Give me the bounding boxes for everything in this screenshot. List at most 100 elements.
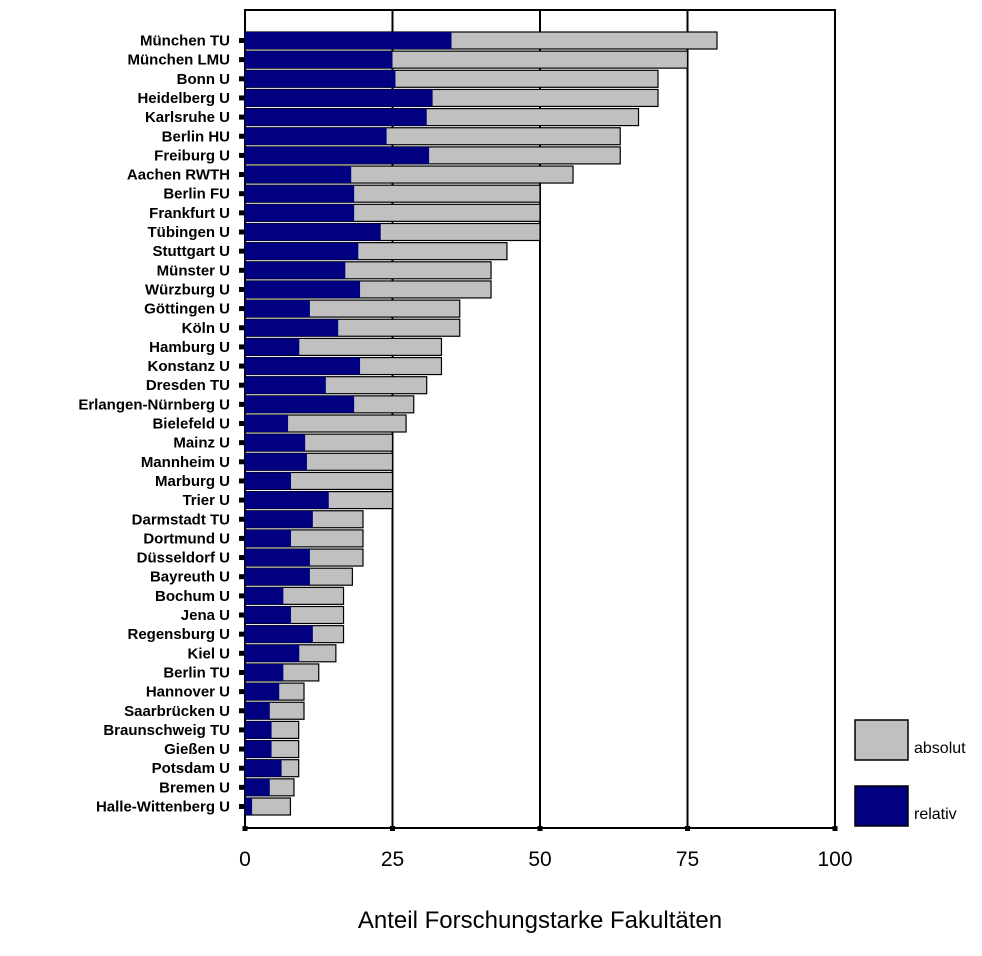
y-tick-mark-marburg-u — [239, 478, 244, 484]
category-label-bayreuth-u: Bayreuth U — [150, 569, 230, 586]
bar-relativ-konstanz-u — [245, 357, 361, 375]
y-tick-mark-bonn-u — [239, 76, 244, 82]
category-label-mainz-u: Mainz U — [173, 435, 230, 452]
y-tick-mark-bochum-u — [239, 593, 244, 599]
bar-relativ-aachen-rwth — [245, 166, 352, 184]
category-label-dusseldorf-u: Düsseldorf U — [137, 550, 230, 567]
category-label-kiel-u: Kiel U — [187, 645, 230, 662]
x-tick-label-0: 0 — [239, 848, 251, 871]
category-label-bochum-u: Bochum U — [155, 588, 230, 605]
category-label-munster-u: Münster U — [157, 262, 230, 279]
category-label-freiburg-u: Freiburg U — [154, 147, 230, 164]
bar-relativ-bielefeld-u — [245, 415, 289, 432]
y-tick-mark-dresden-tu — [239, 382, 244, 388]
bar-relativ-bochum-u — [245, 587, 284, 605]
bar-relativ-jena-u — [245, 606, 292, 624]
category-label-wurzburg-u: Würzburg U — [145, 281, 230, 298]
bar-relativ-gottingen-u — [245, 300, 310, 318]
legend: absolut relativ — [854, 719, 966, 827]
category-label-mannheim-u: Mannheim U — [141, 454, 230, 471]
bar-relativ-saarbrucken-u — [245, 702, 270, 720]
y-tick-mark-dusseldorf-u — [239, 555, 244, 561]
y-tick-mark-braunschweig-tu — [239, 727, 244, 733]
bar-relativ-bayreuth-u — [245, 568, 310, 586]
x-tick-mark-100 — [832, 826, 838, 831]
bar-relativ-berlin-tu — [245, 663, 284, 681]
category-label-berlin-fu: Berlin FU — [163, 186, 230, 203]
y-tick-mark-tubingen-u — [239, 229, 244, 235]
x-axis: 0 25 50 75 100 — [239, 826, 853, 871]
category-label-berlin-hu: Berlin HU — [162, 128, 230, 145]
y-tick-mark-munster-u — [239, 267, 244, 273]
category-label-giessen-u: Gießen U — [164, 741, 230, 758]
x-tick-label-25: 25 — [381, 848, 404, 871]
bar-relativ-munster-u — [245, 261, 346, 279]
bar-relativ-wurzburg-u — [245, 280, 361, 298]
category-label-braunschweig-tu: Braunschweig TU — [103, 722, 230, 739]
category-label-munchen-tu: München TU — [140, 33, 230, 50]
category-label-saarbrucken-u: Saarbrücken U — [124, 703, 230, 720]
bar-relativ-munchen-tu — [245, 32, 452, 49]
y-tick-mark-munchen-tu — [239, 38, 244, 43]
bar-relativ-darmstadt-tu — [245, 510, 313, 528]
category-label-trier-u: Trier U — [182, 492, 230, 509]
bar-relativ-frankfurt-u — [245, 204, 355, 222]
x-tick-label-50: 50 — [528, 848, 551, 871]
category-label-berlin-tu: Berlin TU — [163, 664, 230, 681]
y-tick-mark-hannover-u — [239, 689, 244, 695]
category-label-jena-u: Jena U — [181, 607, 230, 624]
category-label-aachen-rwth: Aachen RWTH — [127, 167, 230, 184]
y-tick-mark-koln-u — [239, 325, 244, 331]
y-tick-mark-kiel-u — [239, 650, 244, 656]
y-tick-mark-berlin-fu — [239, 191, 244, 197]
bar-relativ-regensburg-u — [245, 625, 313, 643]
y-tick-mark-hamburg-u — [239, 344, 244, 350]
bar-relativ-kiel-u — [245, 644, 300, 662]
bar-relativ-freiburg-u — [245, 146, 430, 164]
x-axis-title: Anteil Forschungstarke Fakultäten — [358, 907, 722, 934]
y-tick-mark-berlin-tu — [239, 669, 244, 675]
category-label-dresden-tu: Dresden TU — [146, 377, 230, 394]
bar-relativ-karlsruhe-u — [245, 108, 427, 126]
y-tick-mark-potsdam-u — [239, 765, 244, 771]
bar-relativ-potsdam-u — [245, 759, 282, 777]
bar-relativ-dusseldorf-u — [245, 549, 310, 567]
bar-relativ-heidelberg-u — [245, 89, 433, 107]
y-tick-mark-regensburg-u — [239, 631, 244, 637]
category-label-bonn-u: Bonn U — [177, 71, 230, 88]
x-tick-mark-50 — [537, 826, 543, 831]
category-label-potsdam-u: Potsdam U — [152, 760, 230, 777]
bar-relativ-trier-u — [245, 491, 329, 509]
category-label-darmstadt-tu: Darmstadt TU — [132, 511, 230, 528]
y-tick-mark-halle-wittenberg-u — [239, 804, 244, 809]
category-label-tubingen-u: Tübingen U — [148, 224, 231, 241]
category-label-marburg-u: Marburg U — [155, 473, 230, 490]
y-tick-mark-erlangen-nurnberg-u — [239, 401, 244, 407]
y-tick-mark-mainz-u — [239, 440, 244, 446]
y-tick-mark-darmstadt-tu — [239, 516, 244, 522]
category-label-gottingen-u: Göttingen U — [144, 301, 230, 318]
category-label-bielefeld-u: Bielefeld U — [152, 416, 230, 433]
category-label-bremen-u: Bremen U — [159, 779, 230, 796]
x-tick-label-75: 75 — [676, 848, 699, 871]
bar-relativ-braunschweig-tu — [245, 721, 272, 739]
category-label-frankfurt-u: Frankfurt U — [149, 205, 230, 222]
legend-label-absolut: absolut — [914, 740, 966, 757]
category-label-koln-u: Köln U — [182, 320, 230, 337]
y-tick-mark-bielefeld-u — [239, 421, 244, 426]
bar-relativ-halle-wittenberg-u — [245, 798, 253, 815]
legend-swatch-absolut — [854, 719, 909, 761]
y-tick-mark-saarbrucken-u — [239, 708, 244, 714]
category-label-karlsruhe-u: Karlsruhe U — [145, 109, 230, 126]
y-tick-mark-munchen-lmu — [239, 57, 244, 63]
y-tick-mark-heidelberg-u — [239, 95, 244, 101]
category-label-regensburg-u: Regensburg U — [127, 626, 230, 643]
bar-relativ-koln-u — [245, 319, 339, 337]
bar-relativ-mainz-u — [245, 434, 306, 452]
bar-relativ-hannover-u — [245, 683, 280, 701]
category-label-erlangen-nurnberg-u: Erlangen-Nürnberg U — [78, 396, 230, 413]
y-tick-mark-wurzburg-u — [239, 286, 244, 292]
y-tick-mark-stuttgart-u — [239, 248, 244, 254]
bar-relativ-berlin-hu — [245, 127, 387, 145]
